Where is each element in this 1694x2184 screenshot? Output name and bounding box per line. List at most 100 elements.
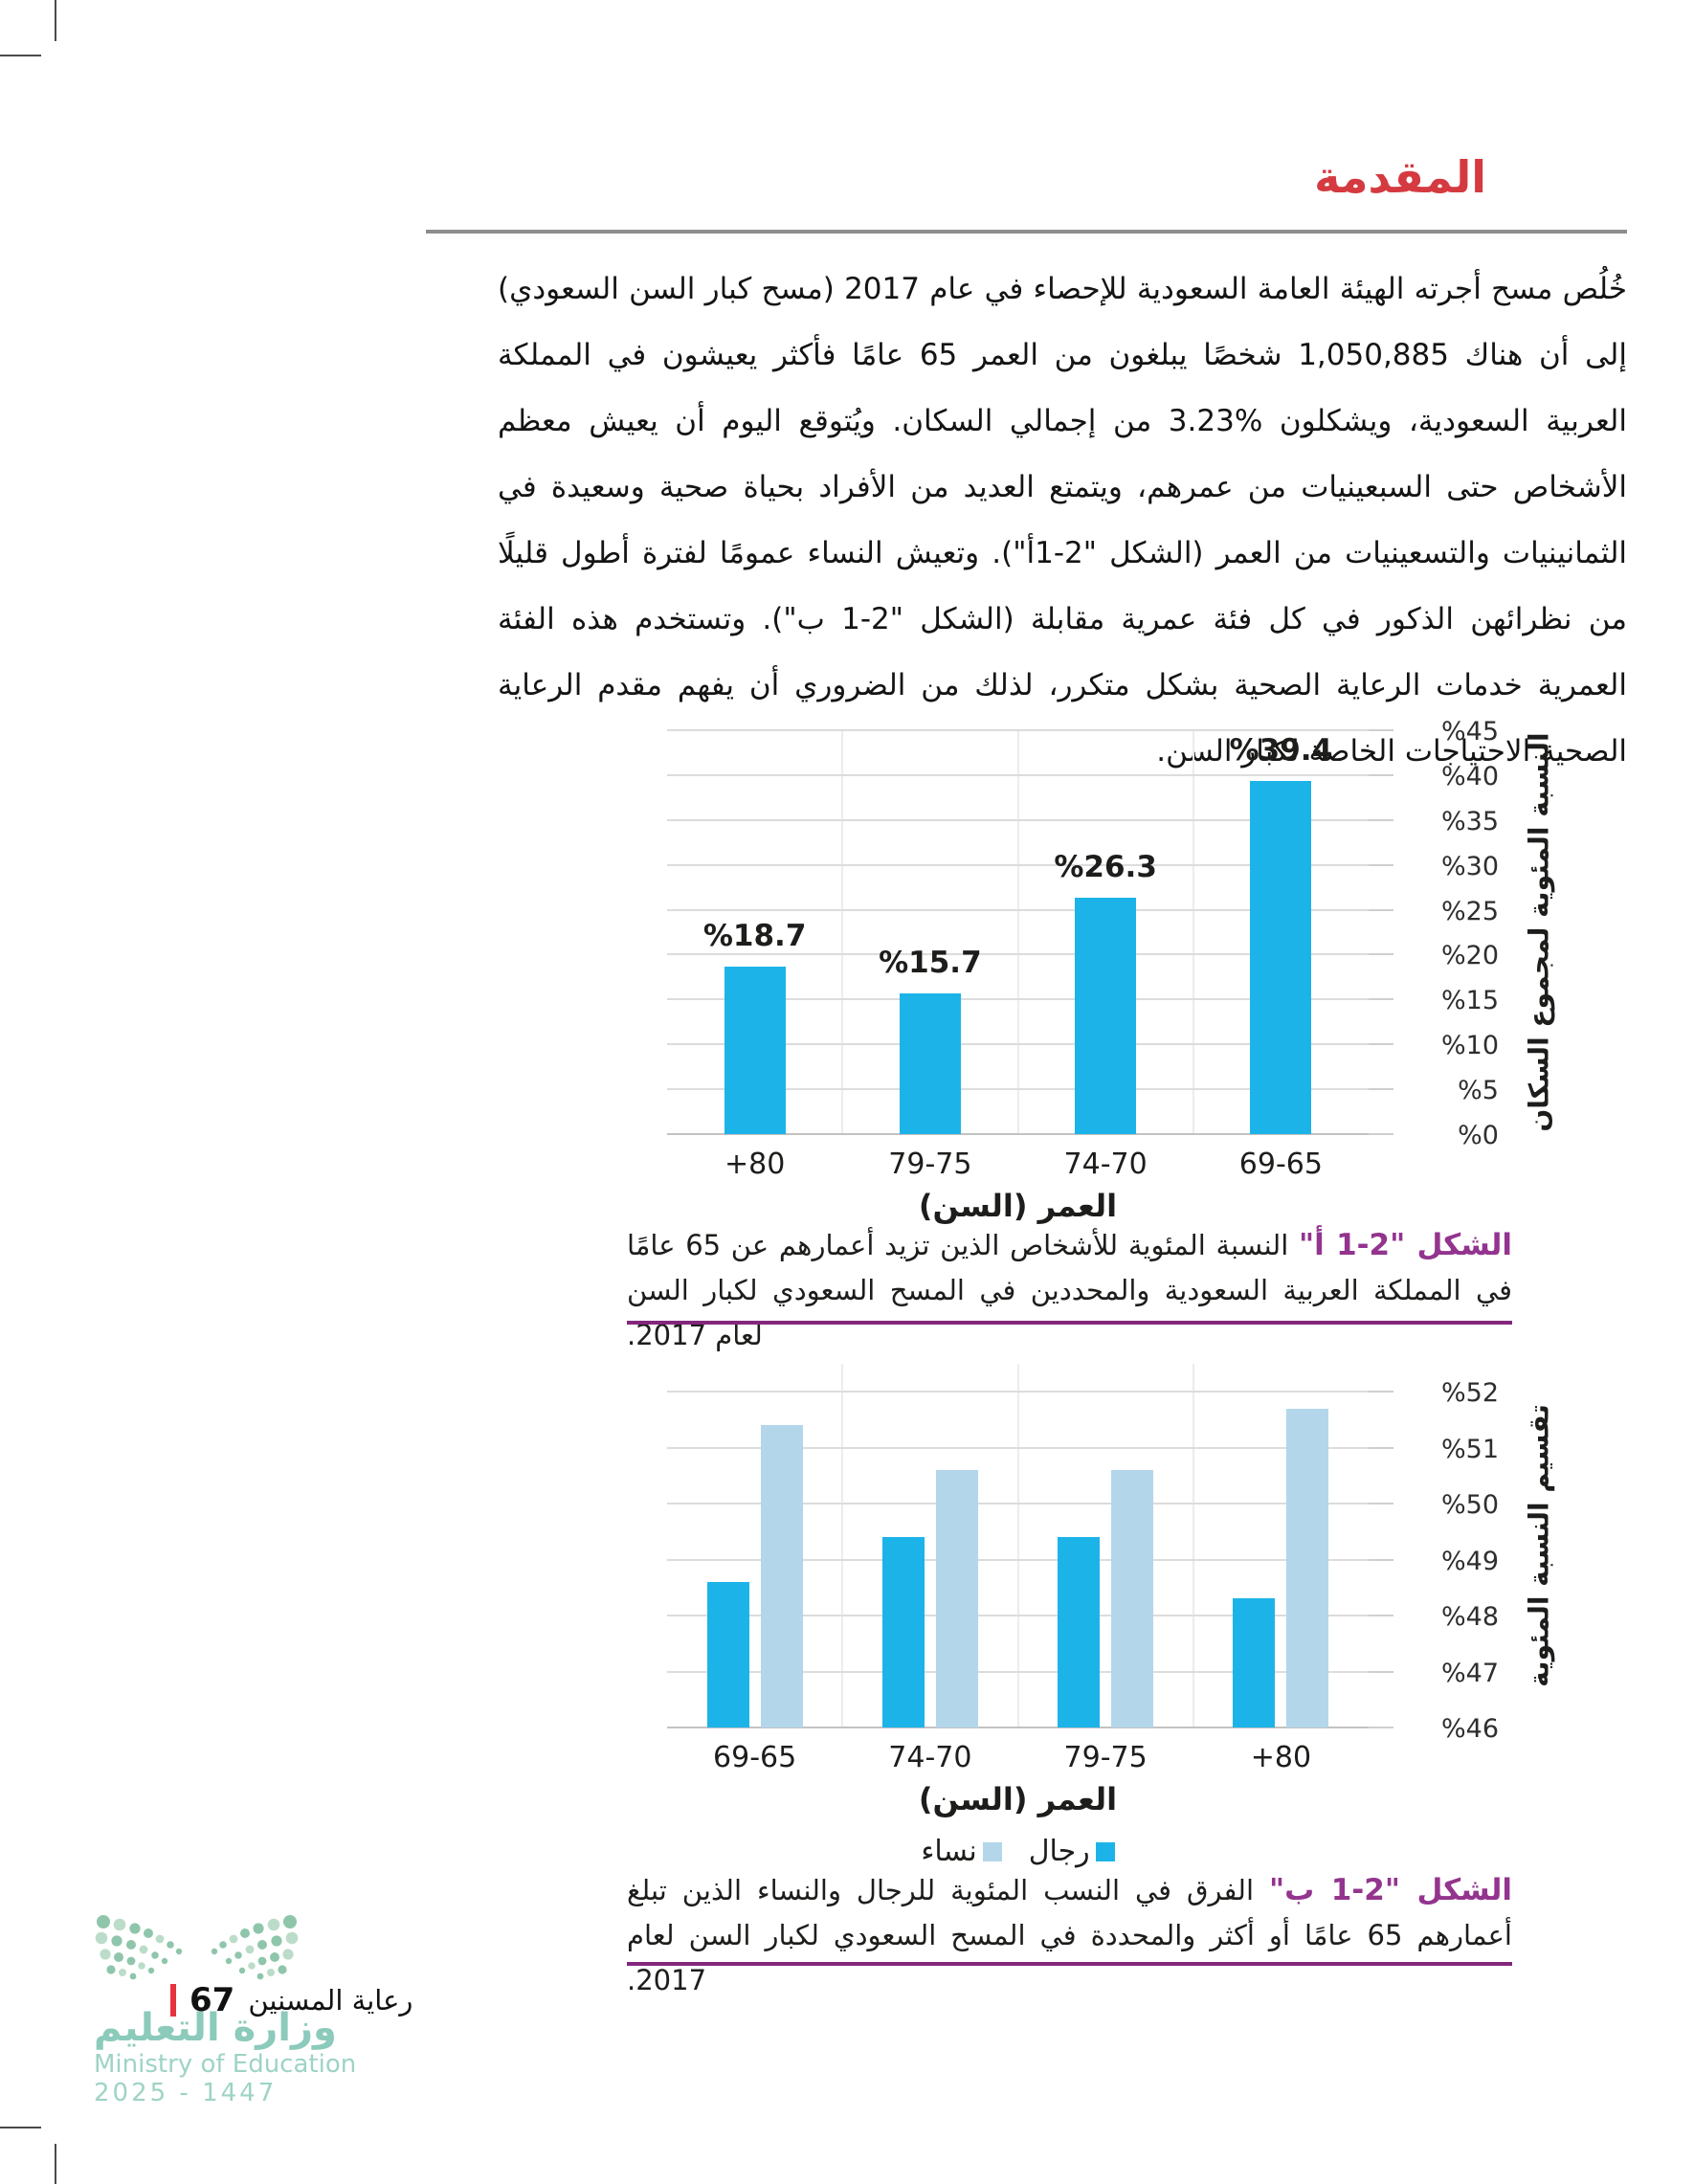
bar-رجال-79-75 — [1058, 1537, 1101, 1727]
bar-نساء-+80 — [1286, 1408, 1329, 1727]
bar-+80 — [724, 966, 786, 1134]
y-tick-label: %10 — [1440, 1031, 1499, 1061]
category-separator-line — [1016, 1364, 1019, 1727]
legend-label-رجال: رجال — [1028, 1835, 1090, 1868]
x-tick-label: +80 — [1250, 1741, 1312, 1774]
bar-74-70 — [1075, 898, 1137, 1134]
bar-value-label: %26.3 — [1054, 850, 1157, 885]
gridline — [667, 1615, 1369, 1616]
y-axis-tick — [1369, 818, 1393, 821]
y-axis-tick — [1369, 908, 1393, 911]
gridline — [667, 1446, 1369, 1449]
chart-gender-split: %52 %51 %50 %49 %48 %47 %46 تقسيم النسبة المئو… — [667, 1364, 1555, 1868]
bar-رجال-74-70 — [881, 1537, 925, 1727]
x-tick-label: 74-70 — [888, 1741, 972, 1774]
y-axis-tick — [1369, 1503, 1393, 1504]
ministry-years: 2025 - 1447 — [94, 2079, 278, 2107]
chart-a-y-axis-ticks: %45 %40 %35 %30 %25 %20 %15 %10 %5 %0 — [667, 717, 1499, 1150]
y-axis-tick — [1369, 1446, 1393, 1449]
bar-69-65 — [1250, 780, 1312, 1134]
figure-b-label: الشكل "2-1 ب" — [1268, 1873, 1512, 1907]
y-axis-tick — [1369, 773, 1393, 776]
gridline — [667, 1391, 1369, 1393]
gridline — [667, 953, 1369, 956]
y-tick-label: %46 — [1440, 1714, 1499, 1744]
category-separator-line — [1016, 730, 1019, 1134]
page-title: المقدمة — [1314, 151, 1486, 203]
legend-swatch-نساء — [982, 1841, 1002, 1861]
cropmark-top-left-horizontal — [0, 55, 41, 56]
y-axis-tick — [1369, 998, 1393, 1001]
cropmark-bottom-left-horizontal — [0, 2127, 41, 2128]
bar-79-75 — [899, 992, 961, 1134]
chart-a-x-axis-title: العمر (السن) — [918, 1188, 1118, 1224]
y-axis-tick — [1369, 1727, 1393, 1728]
y-axis-tick — [1369, 1391, 1393, 1393]
chart-age-percentage: %18.7 %15.7 %26.3 %39.4 %45 %40 %35 %30 %25 %20%… — [667, 717, 1555, 1224]
ministry-wordmark-arabic: وزارة التعليم — [94, 2006, 337, 2050]
gridline — [667, 818, 1369, 821]
cropmark-top-left-vertical — [55, 0, 56, 41]
y-axis-tick — [1369, 1615, 1393, 1616]
chart-b-x-axis-title: العمر (السن) — [918, 1781, 1118, 1817]
chart-a-y-axis-title: النسبة المئوية لمجموع السكان — [1523, 732, 1555, 1132]
chart-b-legend: نساء رجال — [667, 1835, 1369, 1868]
gridline — [667, 729, 1369, 731]
y-axis-tick — [1369, 1133, 1393, 1135]
page-number: 67 — [189, 1981, 235, 2019]
y-tick-label: %15 — [1440, 986, 1499, 1016]
figure-b-caption-text: الفرق في النسب المئوية للرجال والنساء ال… — [627, 1874, 1512, 1996]
chart-b-y-axis-title: تقسيم النسبة المئوية — [1523, 1404, 1555, 1687]
gridline — [667, 773, 1369, 776]
bar-نساء-69-65 — [760, 1425, 803, 1727]
bar-نساء-79-75 — [1111, 1469, 1154, 1727]
category-separator-line — [1192, 730, 1194, 1134]
y-axis-tick — [1369, 953, 1393, 956]
title-divider — [426, 230, 1627, 234]
figure-b-caption-rule — [627, 1962, 1512, 1966]
y-tick-label: %51 — [1440, 1434, 1499, 1464]
y-tick-label: %48 — [1440, 1602, 1499, 1632]
bar-نساء-74-70 — [935, 1469, 978, 1727]
y-tick-label: %47 — [1440, 1658, 1499, 1688]
figure-a-caption-rule — [627, 1321, 1512, 1325]
y-tick-label: %0 — [1458, 1121, 1499, 1150]
y-tick-label: %45 — [1440, 717, 1499, 747]
y-tick-label: %49 — [1440, 1546, 1499, 1576]
y-tick-label: %40 — [1440, 761, 1499, 791]
figure-a-label: الشكل "2-1 أ" — [1299, 1228, 1513, 1262]
y-tick-label: %52 — [1440, 1378, 1499, 1408]
x-tick-label: 79-75 — [888, 1148, 972, 1181]
intro-paragraph: خُلُص مسح أجرته الهيئة العامة السعودية ل… — [498, 272, 1628, 769]
footer-section-label: رعاية المسنين — [248, 1984, 413, 2017]
y-tick-label: %35 — [1440, 806, 1499, 836]
footer-red-divider — [170, 1984, 176, 2017]
gridline — [667, 1727, 1369, 1728]
figure-b-caption: الشكل "2-1 ب" الفرق في النسب المئوية للر… — [627, 1868, 1512, 2003]
category-separator-line — [1192, 1364, 1194, 1727]
ministry-wordmark-english: Ministry of Education — [94, 2050, 357, 2079]
bar-value-label: %39.4 — [1229, 732, 1333, 768]
gridline — [667, 1670, 1369, 1673]
gridline — [667, 863, 1369, 866]
y-tick-label: %50 — [1440, 1490, 1499, 1520]
legend-label-نساء: نساء — [921, 1835, 977, 1868]
gridline — [667, 908, 1369, 911]
gridline — [667, 1043, 1369, 1046]
y-axis-tick — [1369, 1670, 1393, 1673]
x-tick-label: 74-70 — [1063, 1148, 1148, 1181]
y-tick-label: %25 — [1440, 896, 1499, 926]
gridline — [667, 998, 1369, 1001]
y-axis-tick — [1369, 729, 1393, 731]
x-tick-label: 69-65 — [1238, 1148, 1323, 1181]
legend-swatch-رجال — [1095, 1841, 1115, 1861]
bar-رجال-+80 — [1233, 1598, 1276, 1727]
x-tick-label: 79-75 — [1063, 1741, 1148, 1774]
y-tick-label: %30 — [1440, 851, 1499, 881]
category-separator-line — [841, 730, 844, 1134]
category-separator-line — [841, 1364, 844, 1727]
bar-value-label: %15.7 — [879, 945, 982, 980]
figure-a-caption: الشكل "2-1 أ" النسبة المئوية للأشخاص الذ… — [627, 1223, 1512, 1358]
y-axis-tick — [1369, 1558, 1393, 1561]
